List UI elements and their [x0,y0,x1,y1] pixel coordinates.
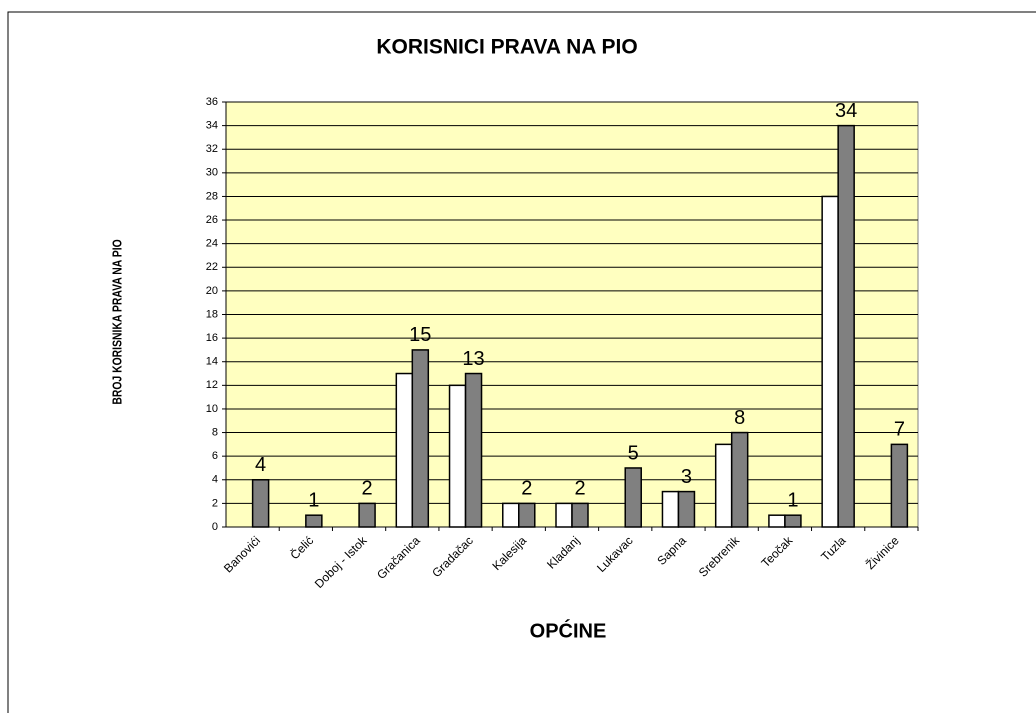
data-label: 4 [255,454,266,476]
bar [464,372,483,528]
bar [502,502,520,528]
x-tick-label: Lukavac [594,533,636,575]
y-axis-label: BROJ KORISNIKA PRAVA NA PIO [110,239,124,404]
data-label: 2 [521,478,532,500]
x-tick-label: Kladanj [544,533,582,571]
x-tick-label: Gradačac [429,533,476,580]
y-tick-label: 30 [206,167,218,179]
x-tick-label: Sapna [654,533,689,568]
y-tick-label: 24 [206,238,218,250]
y-tick-label: 8 [212,426,218,438]
bar [251,479,270,528]
data-label: 8 [734,407,745,429]
chart-title: KORISNICI PRAVA NA PIO [376,36,637,59]
y-tick-label: 16 [206,332,218,344]
bar [677,490,696,528]
y-tick-label: 12 [206,379,218,391]
x-tick-label: Kalesija [490,533,530,573]
data-label: 2 [362,478,373,500]
bar [730,431,749,528]
y-tick-label: 36 [206,96,218,108]
data-label: 1 [787,489,798,511]
bar [768,514,786,528]
data-label: 15 [409,324,431,346]
bar [305,514,323,528]
x-axis-label: OPĆINE [530,618,607,642]
bar [411,349,430,528]
y-tick-label: 10 [206,403,218,415]
x-tick-label: Čelić [287,533,316,562]
bar [890,443,909,528]
y-tick-label: 20 [206,285,218,297]
bar [784,514,802,528]
bar [358,502,376,528]
y-tick-label: 22 [206,261,218,273]
bar [395,372,414,528]
x-tick-label: Živinice [862,533,902,573]
x-tick-label: Srebrenik [696,533,743,580]
bar [821,195,839,528]
x-tick-label: Teočak [758,533,795,570]
y-tick-label: 18 [206,308,218,320]
bar [571,502,589,528]
bar [518,502,536,528]
y-tick-label: 32 [206,143,218,155]
bar [555,502,573,528]
y-tick-label: 26 [206,214,218,226]
x-tick-label: Gračanica [374,533,423,582]
data-label: 1 [308,489,319,511]
y-tick-label: 34 [206,120,218,132]
data-label: 7 [894,419,905,441]
y-tick-label: 28 [206,190,218,202]
y-tick-label: 2 [212,497,218,509]
y-tick-label: 0 [212,521,218,533]
data-label: 34 [835,100,857,122]
bar [624,467,642,528]
data-label: 3 [681,466,692,488]
bar [661,490,680,528]
frame [7,11,1036,713]
y-tick-label: 14 [206,356,218,368]
data-label: 2 [574,478,585,500]
bar [448,384,467,528]
y-tick-label: 6 [212,450,218,462]
bar [714,443,733,528]
bar [837,124,855,528]
x-tick-label: Tuzla [818,533,849,564]
data-label: 13 [462,348,484,370]
y-tick-label: 4 [212,474,218,486]
x-tick-label: Doboj - Istok [312,533,370,591]
data-label: 5 [628,442,639,464]
x-tick-label: Banovići [221,533,263,575]
